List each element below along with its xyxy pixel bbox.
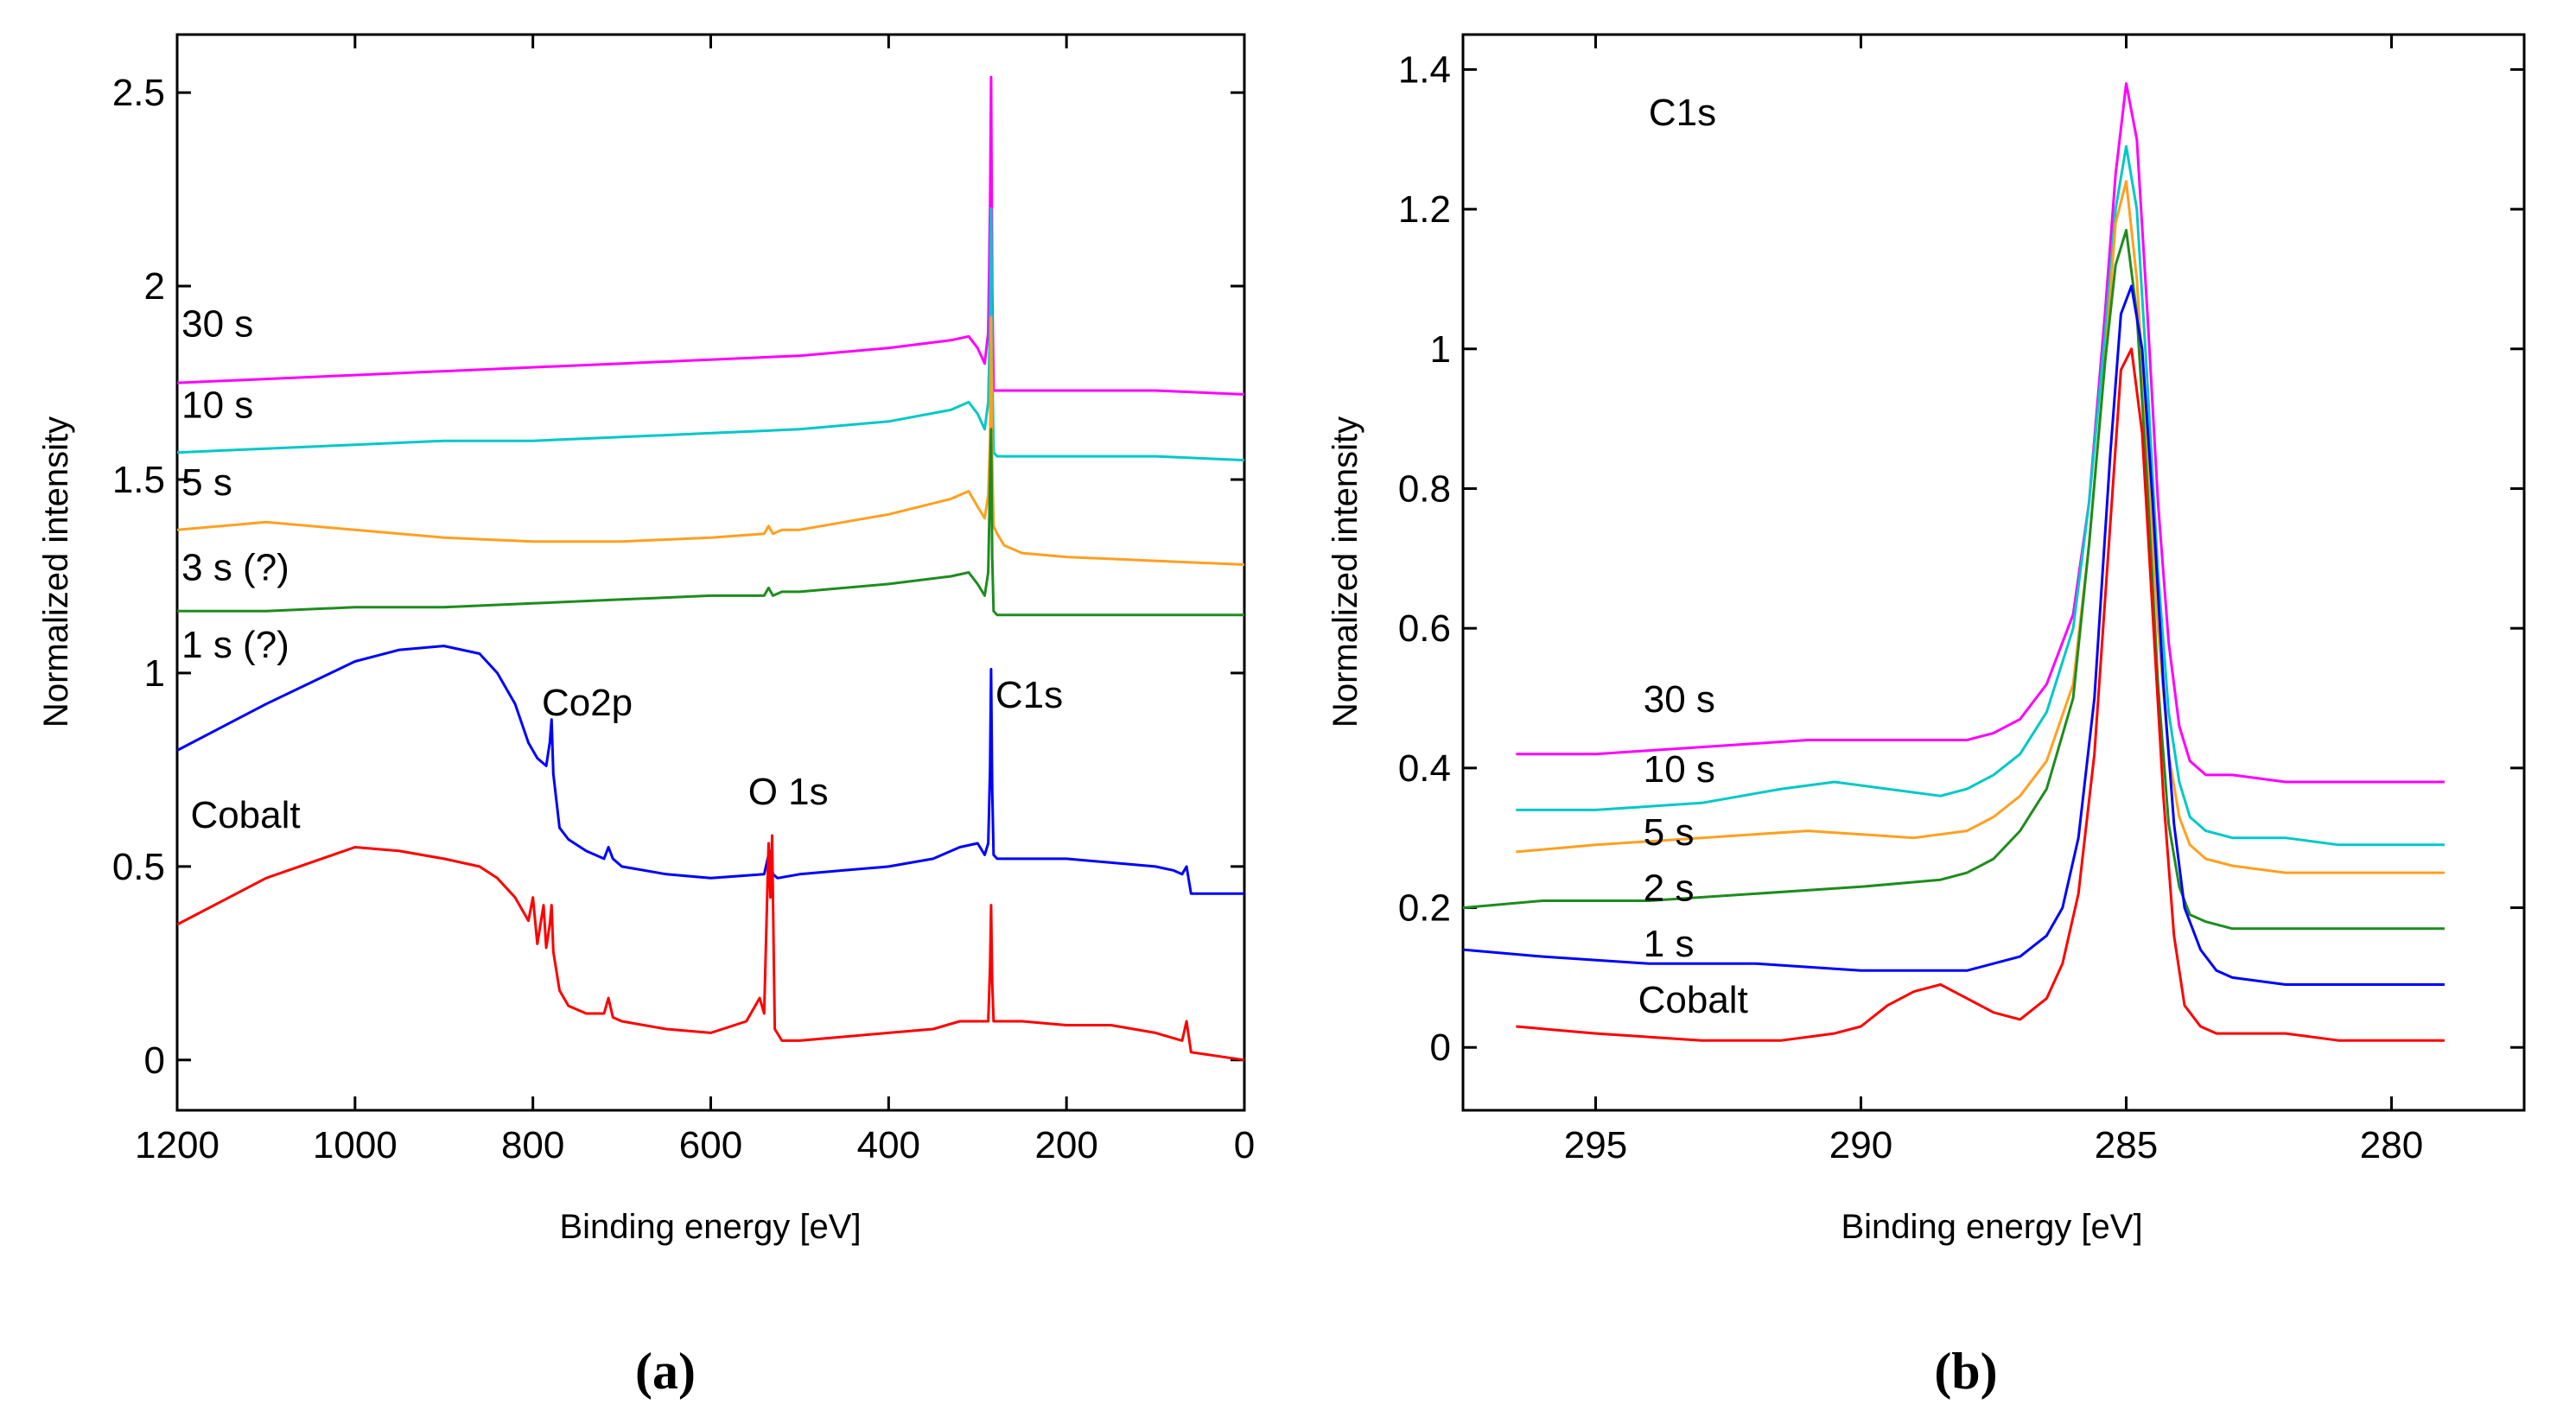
panel-a-y-axis-label: Normalized intensity (37, 416, 75, 728)
panel-a-y-tick-label: 1.5 (112, 459, 165, 501)
panel-b-annotation: 30 s (1644, 678, 1715, 721)
panel-b-ticks: 295 290 285 280 0 0.2 0.4 0.6 0.8 1 1.2 1.4 (1398, 35, 2524, 1166)
panel-b-y-tick-label: 1.4 (1398, 48, 1451, 91)
panel-a-plot-frame (175, 33, 1246, 1112)
panel-b-y-tick-label: 0.6 (1398, 607, 1451, 650)
panel-b-x-tick-label: 280 (2360, 1124, 2423, 1166)
panel-a-annotation: Co2p (542, 682, 633, 724)
panel-b-y-tick-label: 1.2 (1398, 188, 1451, 231)
panel-a-annotation: C1s (995, 674, 1063, 716)
panel-a-y-tick-label: 0.5 (112, 846, 165, 888)
panel-a-x-tick-label: 600 (679, 1124, 742, 1166)
panel-b-y-tick-label: 1 (1430, 328, 1451, 371)
panel-a-series (176, 75, 1245, 1062)
panel-b: 295 290 285 280 0 0.2 0.4 0.6 0.8 1 1.2 1.4 C1s 30 s… (1326, 33, 2526, 1400)
panel-a-annotation: 5 s (181, 461, 232, 504)
panel-b-series-2-s (1462, 228, 2445, 931)
panel-a-y-tick-label: 2 (144, 265, 165, 308)
panel-a-x-tick-label: 1200 (135, 1124, 219, 1166)
panel-a-x-axis-label: Binding energy [eV] (559, 1208, 861, 1246)
panel-a-series-5-s (176, 315, 1245, 566)
panel-a-x-tick-label: 0 (1234, 1124, 1255, 1166)
panel-a-x-tick-label: 1000 (313, 1124, 398, 1166)
panel-b-series-30-s (1516, 82, 2445, 784)
panel-a-series-1-s (176, 645, 1244, 895)
panel-b-annotation: C1s (1649, 92, 1716, 134)
panel-a-y-tick-label: 0 (144, 1039, 165, 1082)
panel-a-x-tick-label: 400 (857, 1124, 920, 1166)
panel-b-annotation: 1 s (1644, 923, 1695, 965)
panel-b-y-tick-label: 0 (1430, 1026, 1451, 1069)
panel-b-x-tick-label: 295 (1564, 1124, 1627, 1166)
panel-b-annotation: 5 s (1644, 811, 1695, 854)
panel-b-series-cobalt (1516, 347, 2445, 1042)
panel-a-x-tick-label: 200 (1034, 1124, 1097, 1166)
panel-a-annotation: 3 s (?) (181, 546, 289, 588)
panel-b-annotations: C1s 30 s 10 s 5 s 2 s 1 s Cobalt (1638, 92, 1748, 1021)
panel-a-series-cobalt (176, 834, 1245, 1062)
panel-b-series (1462, 82, 2445, 1042)
panel-a: 1200 1000 800 600 400 200 0 0 0.5 1 1.5 2 2.5 30 s 10… (37, 33, 1255, 1400)
panel-b-annotation: Cobalt (1638, 979, 1748, 1021)
panel-a-annotations: 30 s 10 s 5 s 3 s (?) 1 s (?) Cobalt Co2p O 1s C… (181, 302, 1063, 836)
panel-b-annotation: 2 s (1644, 867, 1695, 909)
panel-b-annotation: 10 s (1644, 748, 1715, 791)
panel-a-annotation: 1 s (?) (181, 624, 289, 666)
panel-a-series-10-s (176, 207, 1245, 462)
panel-b-y-tick-label: 0.4 (1398, 747, 1451, 790)
panel-a-x-tick-label: 800 (501, 1124, 564, 1166)
panel-b-y-axis-label: Normalized intensity (1326, 416, 1364, 728)
panel-b-y-tick-label: 0.8 (1398, 467, 1451, 510)
panel-b-plot-frame (1461, 33, 2526, 1112)
panel-a-annotation: O 1s (748, 771, 829, 813)
panel-b-x-axis-label: Binding energy [eV] (1841, 1208, 2142, 1246)
panel-a-ticks: 1200 1000 800 600 400 200 0 0 0.5 1 1.5 2 2.5 (112, 35, 1255, 1166)
panel-a-series-30-s (176, 75, 1245, 396)
panel-b-series-1-s (1462, 284, 2445, 986)
panel-a-annotation: 30 s (181, 302, 253, 345)
panel-a-annotation: Cobalt (190, 794, 300, 836)
panel-b-x-tick-label: 285 (2095, 1124, 2158, 1166)
panel-b-series-5-s (1516, 180, 2445, 874)
panel-a-annotation: 10 s (181, 384, 253, 426)
panel-a-y-tick-label: 2.5 (112, 72, 165, 114)
panel-a-y-tick-label: 1 (144, 652, 165, 695)
panel-a-series-3-s (177, 428, 1244, 617)
panel-b-series-10-s (1516, 144, 2445, 847)
panel-b-label: (b) (1934, 1343, 1997, 1400)
panel-b-x-tick-label: 290 (1829, 1124, 1892, 1166)
panel-a-label: (a) (635, 1343, 696, 1400)
panel-b-y-tick-label: 0.2 (1398, 887, 1451, 930)
